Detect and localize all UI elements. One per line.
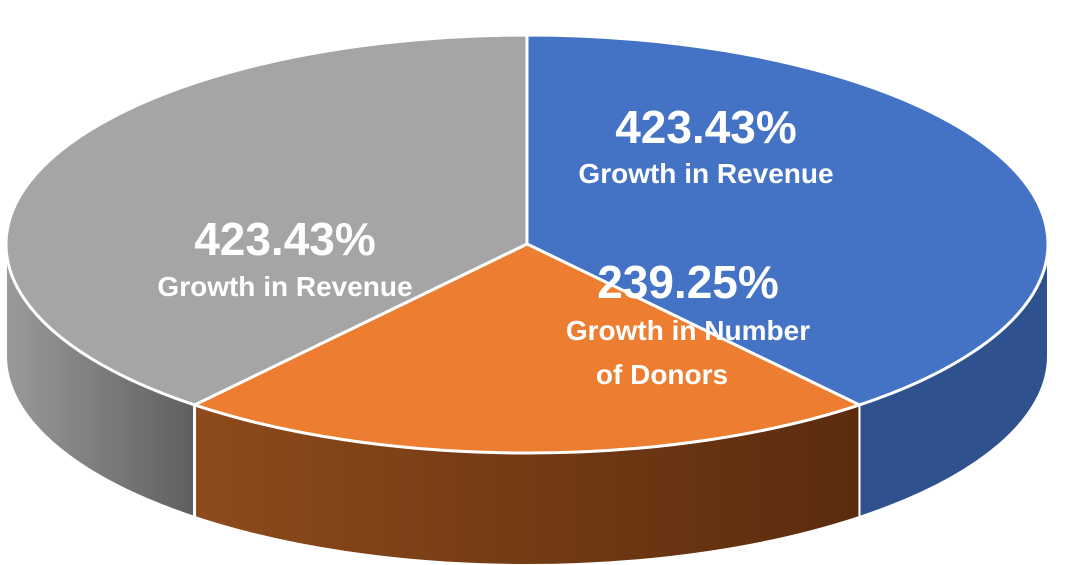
slice-revenue-blue	[525, 33, 1050, 407]
slice-revenue-blue-value-label: 423.43%	[615, 101, 797, 153]
pie-labels: 423.43% Growth in Revenue 239.25% Growth in…	[157, 101, 833, 390]
pie-top	[4, 33, 1050, 455]
slice-revenue-blue-caption-line: Growth in Revenue	[578, 158, 833, 189]
slice-revenue-gray	[4, 33, 529, 407]
slice-donors-orange-caption-line: Growth in Number	[566, 315, 810, 346]
slice-revenue-gray-value-label: 423.43%	[194, 213, 376, 265]
slice-revenue-gray-caption-line: Growth in Revenue	[157, 271, 412, 302]
slice-donors-orange	[193, 242, 861, 455]
slice-donors-orange-value-label: 239.25%	[597, 256, 779, 308]
slice-donors-orange-caption-line: of Donors	[596, 359, 728, 390]
